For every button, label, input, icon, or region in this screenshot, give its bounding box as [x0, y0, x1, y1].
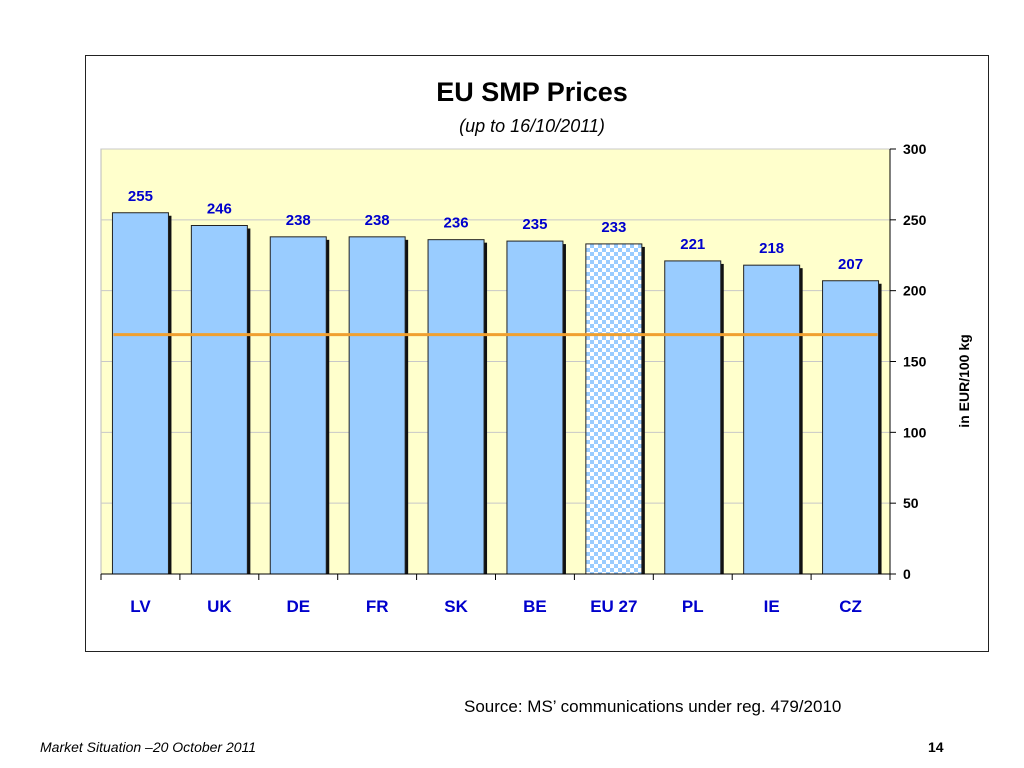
bar-cz: [822, 280, 880, 575]
category-label: DE: [286, 597, 310, 616]
category-label: PL: [682, 597, 704, 616]
y-tick-label: 100: [903, 424, 927, 440]
y-tick-label: 300: [903, 141, 927, 157]
category-label: EU 27: [590, 597, 637, 616]
y-axis-label: in EUR/100 kg: [956, 334, 972, 427]
y-tick-label: 0: [903, 566, 911, 582]
value-label: 238: [286, 212, 311, 229]
bar-ie: [743, 264, 801, 575]
category-label: LV: [130, 597, 151, 616]
value-label: 246: [207, 201, 232, 218]
category-label: SK: [444, 597, 468, 616]
value-label: 207: [838, 256, 863, 273]
bar-eu-27: [585, 243, 643, 575]
value-label: 233: [601, 219, 626, 236]
bar-pl: [664, 260, 722, 575]
category-label: UK: [207, 597, 232, 616]
category-label: IE: [764, 597, 780, 616]
bar-fr: [348, 236, 406, 575]
value-label: 218: [759, 240, 784, 257]
bar-de: [269, 236, 327, 575]
y-tick-label: 200: [903, 283, 927, 299]
chart-frame: EU SMP Prices (up to 16/10/2011) 0 50 100 1…: [85, 55, 989, 652]
y-tick-label: 150: [903, 354, 927, 370]
value-label: 255: [128, 188, 153, 205]
bar-be: [506, 240, 564, 575]
plot-area: 0 50 100 150 200 250 300 255 LV 246 UK 238 DE 238 FR 23…: [100, 141, 927, 616]
value-label: 235: [522, 216, 547, 233]
bar-lv: [111, 212, 169, 575]
chart-subtitle: (up to 16/10/2011): [459, 116, 605, 136]
bar-sk: [427, 239, 485, 575]
footer-left-text: Market Situation –20 October 2011: [40, 739, 257, 755]
page-number: 14: [928, 739, 944, 755]
value-label: 221: [680, 236, 705, 253]
category-label: CZ: [839, 597, 862, 616]
value-label: 236: [444, 215, 469, 232]
source-note: Source: MS’ communications under reg. 47…: [464, 697, 842, 716]
y-tick-label: 250: [903, 212, 927, 228]
bar-uk: [190, 225, 248, 575]
chart-svg: EU SMP Prices (up to 16/10/2011) 0 50 100 1…: [100, 77, 972, 616]
value-label: 238: [365, 212, 390, 229]
category-label: FR: [366, 597, 389, 616]
chart-title: EU SMP Prices: [436, 77, 628, 107]
category-label: BE: [523, 597, 547, 616]
y-tick-label: 50: [903, 495, 919, 511]
